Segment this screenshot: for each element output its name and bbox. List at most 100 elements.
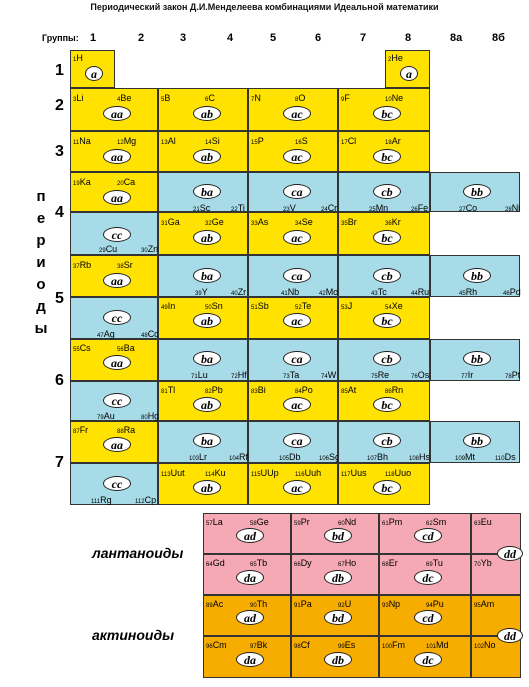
element-symbol: 31Ga [161, 217, 180, 227]
group-number: 8a [450, 32, 463, 44]
groups-label: Группы: [42, 33, 79, 43]
element-symbol: 104Rf [229, 452, 249, 462]
combination-oval: a [85, 66, 103, 81]
element-cell: 39Y 40Zr ba [158, 255, 248, 297]
element-cell: 27Co 28Ni bb [430, 172, 520, 213]
combination-oval: cc [103, 476, 131, 491]
element-symbol: 73Ta [283, 370, 300, 380]
element-cell: 31Ga 32Ge ab [158, 212, 248, 255]
combination-oval: bd [324, 610, 352, 625]
element-symbol: 47Ag [97, 329, 115, 339]
element-symbol: 27Co [459, 203, 478, 213]
group-number: 7 [360, 32, 367, 44]
period-number: 4 [55, 204, 64, 221]
period-number: 3 [55, 143, 64, 160]
element-cell: 85At 86Rn bc [338, 381, 430, 421]
element-symbol: 60Nd [338, 517, 357, 527]
element-cell: 61Pm 62Sm cd [379, 513, 471, 554]
element-symbol: 22Ti [231, 203, 245, 213]
element-cell: 5B 6C ab [158, 88, 248, 131]
element-symbol: 46Pd [503, 287, 521, 297]
element-cell: 45Rh 46Pd bb [430, 255, 521, 297]
element-cell: 43Tc 44Ru cb [338, 255, 430, 297]
element-symbol: 12Mg [117, 136, 137, 146]
element-symbol: 110Ds [495, 452, 516, 462]
combination-oval: cd [414, 610, 442, 625]
lanthanides-label: лантаноиды [92, 545, 184, 561]
combination-oval: aa [103, 190, 131, 205]
element-symbol: 2He [388, 53, 403, 63]
element-symbol: 91Pa [294, 599, 312, 609]
element-symbol: 59Pr [294, 517, 310, 527]
combination-oval: bc [373, 106, 401, 121]
element-symbol: 10Ne [385, 93, 404, 103]
element-cell: 53J 54Xe bc [338, 297, 430, 339]
element-cell: 21Sc 22Ti ba [158, 172, 248, 213]
combination-oval-dd: dd [497, 546, 523, 561]
element-symbol: 55Cs [73, 343, 91, 353]
element-symbol: 53J [341, 301, 353, 311]
element-symbol: 92U [338, 599, 352, 609]
element-cell: 64Gd 65Tb da [203, 554, 291, 595]
combination-oval: ac [283, 149, 311, 164]
element-symbol: 36Kr [385, 217, 401, 227]
element-symbol: 45Rh [459, 287, 478, 297]
periods-letter: р [36, 232, 46, 249]
element-symbol: 106Sg [319, 452, 341, 462]
element-cell: 115UUp 116Uuh ac [248, 463, 338, 505]
element-symbol: 29Cu [99, 244, 118, 254]
combination-oval: aa [103, 355, 131, 370]
combination-oval: cc [103, 227, 131, 242]
element-symbol: 94Pu [426, 599, 444, 609]
element-symbol: 70Yb [474, 558, 492, 568]
element-symbol: 61Pm [382, 517, 403, 527]
combination-oval: a [400, 66, 418, 81]
combination-oval: ba [193, 433, 221, 448]
element-cell: 98Cf 99Es db [291, 636, 379, 678]
element-symbol: 117Uus [341, 468, 367, 478]
element-symbol: 58Ge [250, 517, 269, 527]
element-symbol: 51Sb [251, 301, 269, 311]
element-cell: 23V 24Cr ca [248, 172, 338, 213]
combination-oval: cb [373, 184, 401, 199]
element-symbol: 42Mo [319, 287, 339, 297]
element-cell: 107Bh 108Hs cb [338, 421, 430, 463]
element-symbol: 5B [161, 93, 171, 103]
element-cell: 79Au 80Hg cc [70, 381, 159, 421]
element-symbol: 113Uut [161, 468, 185, 478]
element-symbol: 32Ge [205, 217, 224, 227]
periods-letter: д [36, 298, 46, 315]
combination-oval: ba [193, 268, 221, 283]
element-cell: 73Ta 74W ca [248, 339, 338, 381]
element-symbol: 85At [341, 385, 357, 395]
element-symbol: 17Cl [341, 136, 357, 146]
periods-letter: и [36, 254, 46, 271]
element-symbol: 23V [283, 203, 296, 213]
element-symbol: 67Ho [338, 558, 357, 568]
combination-oval: bc [373, 480, 401, 495]
element-cell: 81Tl 82Pb ab [158, 381, 248, 421]
element-cell: 33As 34Se ac [248, 212, 338, 255]
period-number: 5 [55, 290, 64, 307]
combination-oval: ca [283, 433, 311, 448]
element-symbol: 14Si [205, 136, 220, 146]
group-number: 4 [227, 32, 234, 44]
element-symbol: 105Db [279, 452, 301, 462]
element-symbol: 35Br [341, 217, 357, 227]
element-symbol: 34Se [295, 217, 313, 227]
element-cell: 55Cs 56Ba aa [70, 339, 158, 381]
combination-oval: dc [414, 652, 442, 667]
element-symbol: 39Y [195, 287, 208, 297]
element-symbol: 99Es [338, 640, 356, 650]
element-symbol: 26Fe [411, 203, 429, 213]
element-symbol: 97Bk [250, 640, 268, 650]
combination-oval: ab [193, 313, 221, 328]
element-symbol: 48Cd [141, 329, 160, 339]
element-symbol: 41Nb [281, 287, 300, 297]
element-symbol: 66Dy [294, 558, 312, 568]
element-symbol: 83Bi [251, 385, 266, 395]
element-cell: 89Ac 90Th ad [203, 595, 291, 636]
combination-oval: bb [463, 433, 491, 448]
element-cell: 105Db 106Sg ca [248, 421, 341, 463]
